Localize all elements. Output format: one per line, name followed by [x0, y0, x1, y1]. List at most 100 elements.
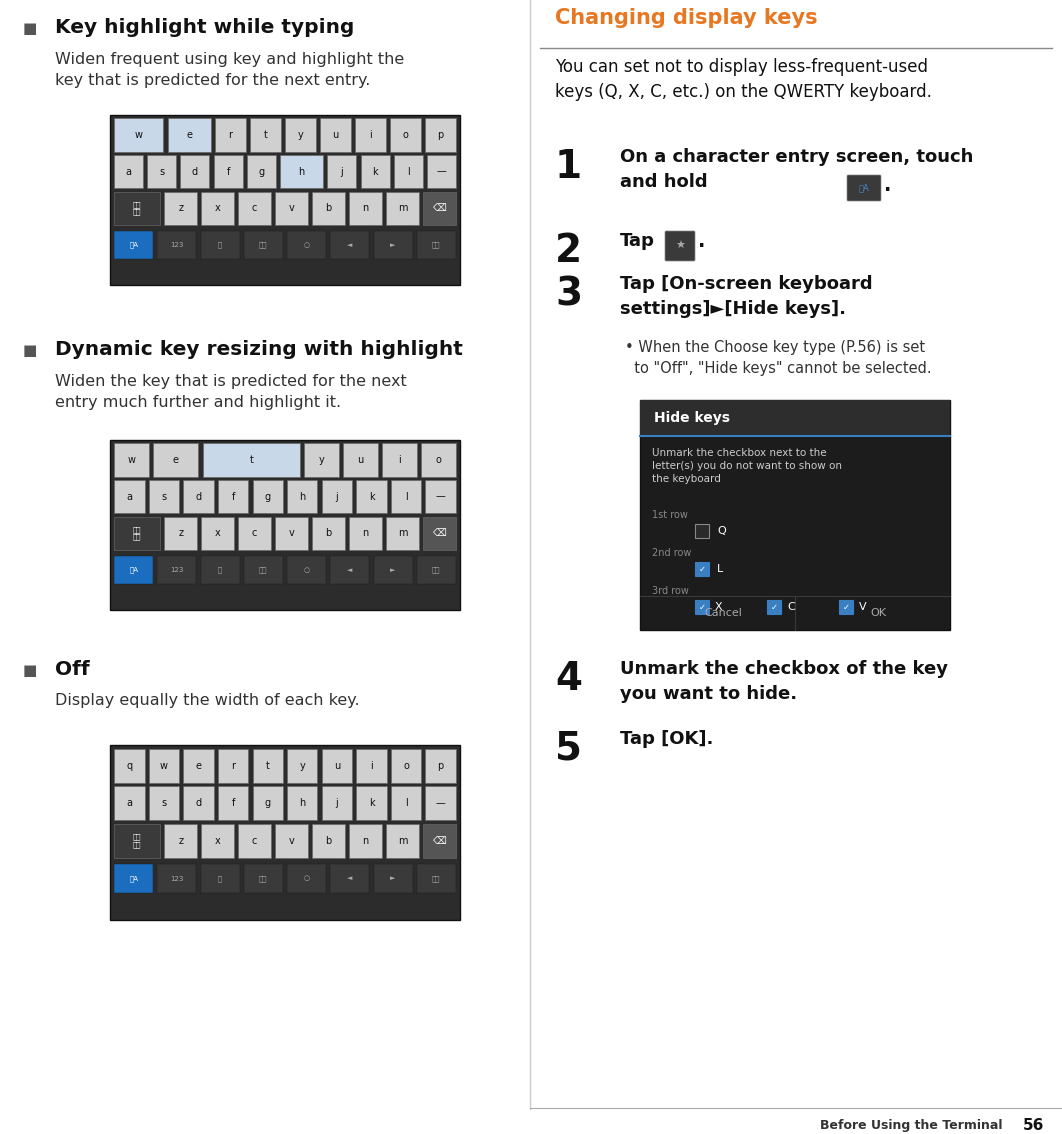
Bar — [356, 748, 387, 782]
Bar — [110, 745, 460, 920]
Text: x: x — [215, 528, 221, 538]
Bar — [374, 864, 412, 892]
Text: Hide keys: Hide keys — [654, 411, 730, 425]
Text: 英数
カタ: 英数 カタ — [133, 201, 141, 215]
Bar — [426, 748, 456, 782]
Bar — [218, 786, 249, 820]
Text: v: v — [289, 203, 294, 213]
Text: Before Using the Terminal: Before Using the Terminal — [820, 1118, 1003, 1132]
Bar — [425, 118, 456, 152]
Text: あA: あA — [858, 184, 870, 193]
Text: y: y — [297, 130, 304, 139]
Text: x: x — [215, 203, 221, 213]
Text: あA: あA — [130, 566, 138, 573]
Bar — [416, 230, 456, 259]
Text: —: — — [435, 798, 445, 809]
Text: o: o — [435, 455, 442, 465]
Text: g: g — [264, 798, 271, 809]
Text: 123: 123 — [170, 875, 184, 881]
Text: 1: 1 — [555, 149, 582, 186]
Text: y: y — [299, 761, 305, 771]
Text: Changing display keys: Changing display keys — [555, 8, 818, 28]
Text: u: u — [357, 455, 363, 465]
Text: —: — — [435, 491, 445, 501]
Text: e: e — [173, 455, 178, 465]
Bar — [201, 516, 234, 550]
Bar — [322, 748, 353, 782]
Bar — [355, 118, 386, 152]
Bar — [168, 118, 210, 152]
Text: u: u — [333, 761, 340, 771]
FancyBboxPatch shape — [847, 175, 881, 201]
Text: Dynamic key resizing with highlight: Dynamic key resizing with highlight — [55, 340, 463, 359]
Bar — [327, 155, 357, 188]
Text: y: y — [319, 455, 324, 465]
Text: w: w — [127, 455, 136, 465]
Text: ✓: ✓ — [699, 602, 705, 611]
Text: Tap [On-screen keyboard
settings]►[Hide keys].: Tap [On-screen keyboard settings]►[Hide … — [620, 276, 873, 318]
Text: v: v — [289, 836, 294, 846]
Bar — [115, 155, 143, 188]
Text: Widen the key that is predicted for the next
entry much further and highlight it: Widen the key that is predicted for the … — [55, 374, 407, 411]
Text: k: k — [373, 167, 378, 177]
Bar — [285, 118, 315, 152]
Text: ○: ○ — [304, 875, 310, 881]
Text: Widen frequent using key and highlight the
key that is predicted for the next en: Widen frequent using key and highlight t… — [55, 52, 405, 88]
Text: On a character entry screen, touch
and hold: On a character entry screen, touch and h… — [620, 149, 974, 191]
Text: f: f — [232, 491, 235, 501]
Text: h: h — [299, 491, 306, 501]
Text: ⌫: ⌫ — [432, 836, 446, 846]
Text: m: m — [397, 528, 407, 538]
Bar — [115, 823, 160, 858]
Bar — [416, 556, 456, 584]
Bar — [349, 823, 382, 858]
Text: j: j — [341, 167, 343, 177]
Text: i: i — [398, 455, 400, 465]
Text: n: n — [362, 528, 369, 538]
Text: f: f — [226, 167, 229, 177]
Text: o: o — [404, 761, 409, 771]
Bar — [115, 443, 149, 476]
Text: 、: 、 — [218, 566, 222, 573]
Text: z: z — [178, 528, 183, 538]
Text: h: h — [298, 167, 305, 177]
Text: 4: 4 — [555, 660, 582, 699]
Text: 候補: 候補 — [259, 875, 268, 882]
Text: k: k — [369, 798, 374, 809]
Bar — [275, 823, 308, 858]
Text: V: V — [859, 602, 867, 612]
Bar — [416, 864, 456, 892]
Bar — [349, 192, 382, 225]
Text: a: a — [125, 167, 132, 177]
Text: n: n — [362, 203, 369, 213]
Text: L: L — [717, 564, 723, 574]
Text: a: a — [126, 491, 133, 501]
Text: ►: ► — [391, 567, 396, 573]
Text: j: j — [336, 491, 338, 501]
Bar — [115, 516, 160, 550]
Bar — [287, 230, 326, 259]
Bar — [287, 864, 326, 892]
Text: j: j — [336, 798, 338, 809]
Bar — [157, 556, 196, 584]
Bar — [149, 786, 179, 820]
Text: 3rd row: 3rd row — [652, 586, 689, 596]
Bar — [165, 516, 198, 550]
Text: ✓: ✓ — [842, 602, 850, 611]
Bar — [767, 600, 781, 613]
Bar — [304, 443, 339, 476]
Text: s: s — [161, 798, 167, 809]
Text: 56: 56 — [1023, 1117, 1044, 1133]
Text: ✓: ✓ — [699, 565, 705, 574]
Text: Tap: Tap — [620, 232, 655, 249]
Text: d: d — [195, 798, 202, 809]
Bar — [215, 118, 245, 152]
Bar — [287, 556, 326, 584]
Text: ★: ★ — [675, 242, 685, 251]
Bar — [201, 230, 240, 259]
Text: あA: あA — [130, 875, 138, 882]
Text: b: b — [325, 203, 331, 213]
Bar — [115, 556, 153, 584]
Bar — [201, 864, 240, 892]
Bar — [115, 192, 160, 225]
